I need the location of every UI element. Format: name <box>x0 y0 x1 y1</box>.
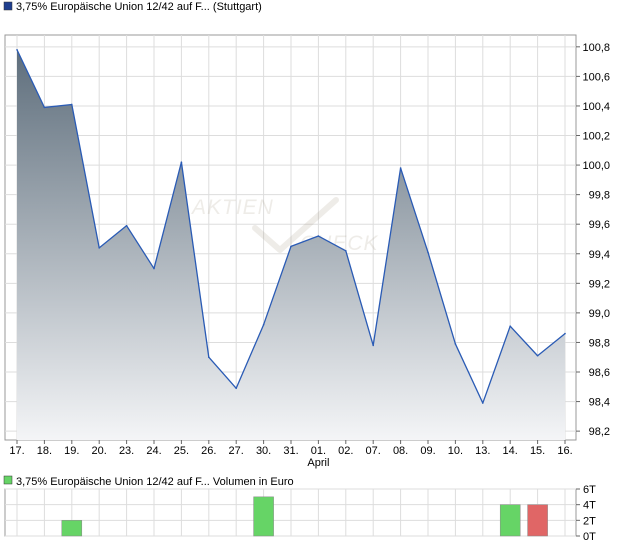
price-point <box>16 48 18 51</box>
price-point <box>509 325 512 327</box>
price-point <box>43 106 46 109</box>
price-point <box>71 103 73 106</box>
price-point <box>98 247 100 249</box>
price-point <box>427 251 429 254</box>
x-tick-label: 23. <box>119 445 134 457</box>
price-point <box>262 323 265 326</box>
y-tick-label: 100,2 <box>582 131 610 143</box>
legend-price: 3,75% Europäische Union 12/42 auf F... (… <box>16 1 262 13</box>
y-tick-label: 100,0 <box>582 160 610 172</box>
price-point <box>125 224 128 227</box>
x-tick-label: 18. <box>37 445 52 457</box>
price-point <box>564 332 566 335</box>
y-tick-label: 99,8 <box>589 190 610 202</box>
x-tick-label: 27. <box>229 445 244 457</box>
price-point <box>290 245 292 248</box>
y-tick-label: 98,2 <box>589 426 610 438</box>
volume-y-tick-label: 4T <box>583 500 596 512</box>
volume-bar <box>253 496 274 537</box>
watermark-check-mark <box>252 197 339 253</box>
x-tick-label: 02. <box>338 445 353 457</box>
x-tick-label: 17. <box>9 445 24 457</box>
x-tick-label: 25. <box>174 445 189 457</box>
y-tick-label: 99,0 <box>589 308 610 320</box>
y-tick-label: 99,6 <box>589 219 610 231</box>
price-point <box>235 387 237 390</box>
x-tick-label: 19. <box>64 445 79 457</box>
y-tick-label: 100,6 <box>582 71 610 83</box>
x-tick-label: 10. <box>448 445 463 457</box>
legend-volume: 3,75% Europäische Union 12/42 auf F... V… <box>16 476 294 488</box>
price-point <box>153 267 155 270</box>
x-tick-label: 09. <box>420 445 435 457</box>
x-tick-label: 14. <box>503 445 518 457</box>
volume-y-tick-label: 6T <box>583 484 596 496</box>
watermark-text-1: AKTIEN <box>190 196 274 219</box>
x-tick-label: 08. <box>393 445 408 457</box>
volume-bar <box>61 520 83 537</box>
price-point <box>482 402 484 404</box>
x-tick-label: 26. <box>201 445 216 457</box>
price-area-fill <box>17 49 565 440</box>
volume-y-tick-label: 2T <box>583 515 596 527</box>
y-tick-label: 100,8 <box>582 42 610 54</box>
price-point <box>372 344 375 347</box>
volume-y-tick-label: 0T <box>583 531 596 543</box>
volume-bar <box>499 504 521 537</box>
y-tick-label: 99,2 <box>589 278 610 290</box>
volume-bar <box>527 504 548 537</box>
legend-swatch-volume <box>3 475 13 485</box>
y-tick-label: 98,8 <box>589 337 610 349</box>
x-tick-label: 13. <box>475 445 490 457</box>
x-tick-label: 15. <box>530 445 545 457</box>
x-tick-label: 24. <box>146 445 161 457</box>
x-tick-label: 20. <box>92 445 107 457</box>
price-point <box>180 161 183 163</box>
y-tick-label: 98,6 <box>589 367 610 379</box>
x-sublabel-month: April <box>307 457 329 469</box>
y-tick-label: 99,4 <box>589 249 610 261</box>
x-tick-label: 01. <box>311 445 326 457</box>
y-tick-label: 98,4 <box>589 397 610 409</box>
price-point <box>345 250 347 252</box>
x-tick-label: 30. <box>256 445 271 457</box>
x-tick-label: 16. <box>557 445 572 457</box>
price-point <box>454 343 457 345</box>
price-point <box>399 167 402 169</box>
price-point <box>536 354 539 357</box>
price-point <box>317 235 320 237</box>
x-tick-label: 07. <box>366 445 381 457</box>
legend-swatch-price <box>3 1 13 11</box>
x-tick-label: 31. <box>283 445 298 457</box>
y-tick-label: 100,4 <box>582 101 610 113</box>
price-point <box>208 356 210 359</box>
